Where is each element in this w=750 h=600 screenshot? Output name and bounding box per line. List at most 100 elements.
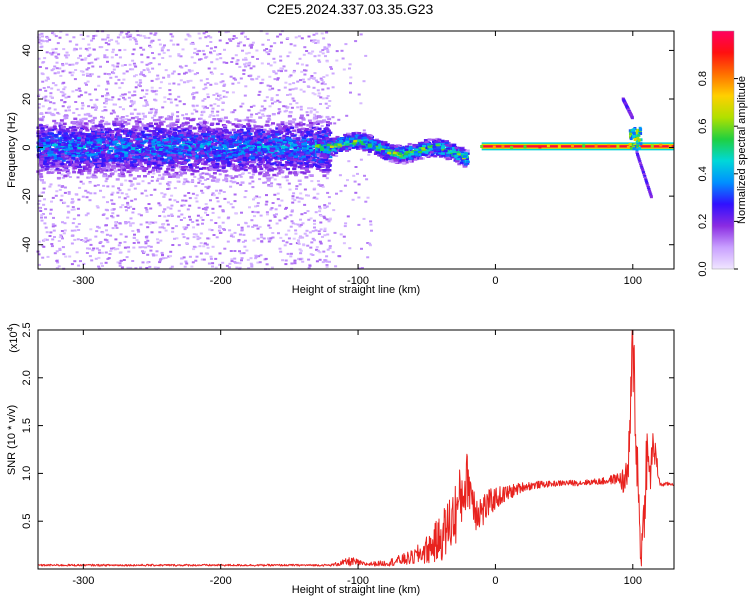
- spectrogram-cell: [297, 257, 300, 260]
- spectrogram-cell: [215, 196, 219, 199]
- spectrogram-cell: [117, 244, 121, 247]
- spectrogram-cell: [264, 123, 269, 127]
- spectrogram-cell: [146, 56, 150, 59]
- spectrogram-cell: [85, 143, 90, 146]
- spectrogram-cell: [214, 257, 218, 260]
- spectrogram-cell: [128, 38, 132, 41]
- spectrogram-cell: [179, 219, 183, 221]
- spectrogram-cell: [149, 221, 153, 224]
- spectrogram-cell: [183, 178, 188, 181]
- spectrogram-cell: [188, 197, 192, 200]
- spectrogram-cell: [207, 262, 211, 265]
- spectrogram-cell: [348, 247, 352, 250]
- spectrogram-cell: [77, 95, 81, 98]
- spectrogram-cell: [265, 48, 269, 50]
- spectrogram-cell: [301, 123, 306, 126]
- spectrogram-cell: [136, 228, 140, 231]
- spectrogram-cell: [320, 79, 324, 82]
- spectrogram-cell: [148, 222, 152, 225]
- spectrogram-cell: [307, 107, 311, 110]
- spectrogram-cell: [139, 266, 143, 269]
- spectrogram-cell: [114, 238, 118, 241]
- spectrogram-cell: [158, 182, 162, 185]
- spectrogram-cell: [192, 248, 196, 251]
- spectrogram-cell: [229, 129, 233, 132]
- spectrogram-cell: [79, 180, 83, 183]
- spectrogram-cell: [362, 217, 366, 220]
- spectrogram-cell: [211, 72, 214, 75]
- spectrogram-cell: [85, 72, 89, 75]
- spectrogram-cell: [305, 229, 309, 232]
- spectrogram-cell: [119, 163, 124, 166]
- spectrogram-cell: [89, 243, 93, 246]
- spectrogram-cell: [110, 138, 115, 141]
- spectrogram-cell: [191, 192, 195, 195]
- spectrogram-cell: [165, 161, 170, 164]
- spectrogram-cell: [314, 126, 319, 129]
- spectrogram-cell: [279, 131, 283, 135]
- spectrogram-cell: [87, 169, 92, 172]
- spectrogram-cell: [199, 138, 203, 141]
- spectrogram-cell: [227, 131, 232, 134]
- spectrogram-cell: [88, 47, 92, 50]
- spectrogram-cell: [278, 171, 281, 174]
- spectrogram-cell: [260, 62, 264, 65]
- spectrogram-cell: [144, 137, 149, 140]
- spectrogram-cell: [78, 169, 82, 172]
- spectrogram-cell: [264, 181, 268, 184]
- spectrogram-cell: [106, 80, 110, 83]
- spectrogram-cell: [39, 42, 43, 45]
- spectrogram-cell: [303, 232, 307, 235]
- spectrogram-cell: [232, 35, 236, 38]
- spectrogram-cell: [80, 107, 84, 110]
- spectrogram-cell: [116, 261, 120, 264]
- spectrogram-cell: [182, 135, 187, 139]
- spectrogram-cell: [177, 95, 181, 98]
- spectrogram-cell: [290, 106, 294, 109]
- spectrogram-cell: [67, 158, 71, 161]
- spectrogram-cell: [303, 152, 308, 155]
- spectrogram-cell: [55, 250, 59, 253]
- spectrogram-cell: [278, 110, 282, 113]
- spectrogram-cell: [63, 201, 67, 204]
- spectrogram-cell: [224, 174, 229, 177]
- spectrogram-cell: [55, 167, 60, 171]
- spectrogram-cell: [279, 155, 284, 158]
- spectrogram-cell: [119, 94, 123, 97]
- spectrogram-cell: [182, 236, 186, 239]
- spectrogram-cell: [98, 120, 103, 124]
- spectrogram-cell: [50, 243, 54, 245]
- spectrogram-cell: [263, 99, 267, 102]
- spectrogram-cell: [152, 131, 157, 135]
- spectrogram-cell: [177, 215, 181, 218]
- spectrogram-cell: [130, 133, 134, 137]
- spectrogram-cell: [311, 40, 315, 43]
- spectrogram-cell: [265, 51, 269, 54]
- spectrogram-cell: [243, 245, 247, 248]
- spectrogram-cell: [100, 262, 103, 265]
- spectrogram-cell: [261, 131, 266, 134]
- spectrogram-cell: [231, 163, 236, 166]
- spectrogram-cell: [299, 108, 303, 111]
- spectrogram-cell: [110, 167, 114, 170]
- spectrogram-cell: [235, 60, 239, 63]
- spectrogram-cell: [77, 114, 81, 117]
- spectrogram-cell: [245, 52, 249, 55]
- spectrogram-cell: [312, 33, 316, 36]
- spectrogram-cell: [40, 45, 44, 48]
- spectrogram-cell: [52, 102, 56, 105]
- spectrogram-cell: [135, 125, 140, 128]
- spectrogram-cell: [237, 81, 241, 84]
- spectrogram-cell: [185, 262, 189, 265]
- spectrogram-cell: [157, 38, 161, 41]
- spectrogram-cell: [131, 68, 135, 71]
- spectrogram-cell: [135, 81, 139, 84]
- spectrogram-cell: [103, 56, 107, 59]
- spectrogram-heatmap: [36, 30, 674, 270]
- spectrogram-cell: [332, 209, 336, 212]
- spectrogram-cell: [298, 135, 302, 138]
- spectrogram-cell: [265, 32, 269, 35]
- spectrogram-cell: [180, 204, 184, 207]
- spectrogram-cell: [80, 165, 84, 168]
- spectrogram-cell: [55, 267, 59, 270]
